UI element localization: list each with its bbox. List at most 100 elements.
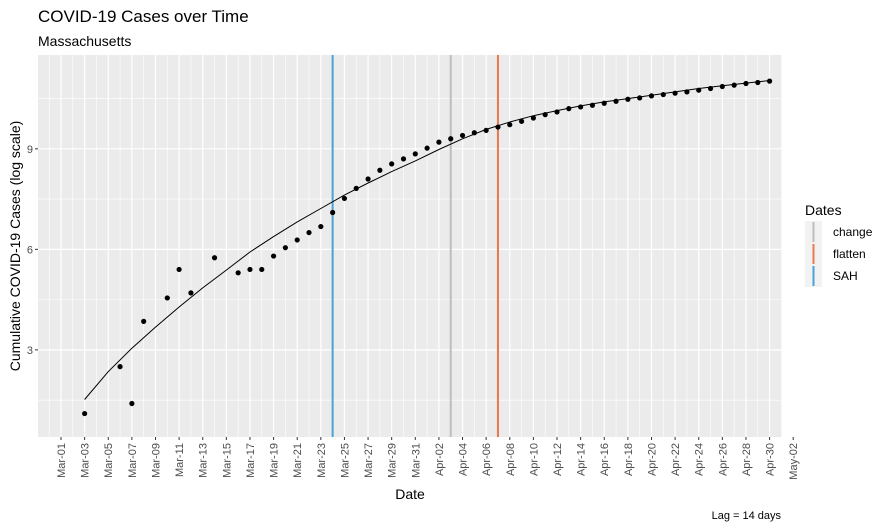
- data-point: [578, 104, 584, 110]
- x-tick-label: Apr-24: [694, 443, 706, 476]
- x-tick-label: Mar-11: [174, 443, 186, 477]
- y-axis: 3 6 9: [27, 144, 38, 357]
- data-point: [601, 100, 607, 106]
- x-tick-label: Mar-03: [80, 443, 92, 478]
- x-axis: Mar-01 Mar-03 Mar-05 Mar-07 Mar-09 Mar-11 Mar-…: [56, 437, 800, 480]
- data-point: [164, 295, 170, 301]
- x-tick-label: Apr-08: [505, 443, 517, 476]
- data-point: [530, 115, 536, 121]
- x-tick-label: Apr-04: [458, 443, 470, 476]
- data-point: [495, 124, 501, 130]
- x-tick-label: Mar-29: [387, 443, 399, 478]
- data-point: [282, 245, 288, 251]
- data-point: [341, 195, 348, 202]
- data-point: [235, 270, 241, 276]
- x-tick-label: Apr-18: [623, 443, 635, 476]
- data-point: [330, 209, 336, 216]
- x-tick-label: Mar-15: [221, 443, 233, 478]
- x-tick-label: Apr-28: [741, 443, 753, 476]
- data-point: [377, 167, 383, 173]
- data-point: [566, 106, 572, 112]
- chart-subtitle: Massachusetts: [38, 33, 131, 49]
- x-tick-label: Apr-20: [646, 443, 658, 476]
- data-point: [507, 122, 513, 128]
- data-point: [176, 266, 182, 273]
- data-point: [412, 151, 418, 157]
- data-point: [259, 266, 265, 273]
- data-point: [755, 79, 761, 86]
- data-point: [436, 139, 442, 145]
- data-point: [707, 85, 714, 92]
- data-point: [318, 223, 324, 230]
- fit-line: [84, 80, 770, 400]
- data-point: [483, 127, 489, 133]
- x-tick-label: Mar-27: [363, 443, 375, 478]
- data-point: [141, 318, 147, 324]
- data-point: [766, 78, 773, 84]
- data-point: [247, 266, 253, 273]
- data-point: [400, 156, 407, 162]
- y-tick-label: 6: [27, 244, 33, 256]
- x-tick-label: Mar-21: [292, 443, 304, 478]
- data-point: [459, 132, 466, 139]
- data-point: [637, 95, 643, 101]
- chart-title: COVID-19 Cases over Time: [38, 7, 249, 26]
- data-point: [660, 91, 666, 98]
- data-point: [613, 98, 619, 104]
- x-tick-label: Apr-16: [599, 443, 611, 476]
- reference-lines: [331, 55, 499, 437]
- data-point: [554, 109, 560, 115]
- x-tick-label: Mar-17: [245, 443, 257, 478]
- data-point: [518, 118, 525, 124]
- legend-label-change: change: [833, 225, 873, 239]
- data-points: [82, 78, 773, 417]
- data-point: [82, 410, 88, 417]
- y-tick-label: 3: [27, 345, 33, 357]
- legend: Dates change flatten SAH: [805, 202, 873, 287]
- data-point: [589, 102, 596, 108]
- legend-title: Dates: [805, 202, 842, 218]
- data-point: [696, 87, 702, 93]
- x-tick-label: Mar-07: [127, 443, 139, 478]
- x-tick-label: Apr-06: [481, 443, 493, 476]
- data-point: [270, 253, 277, 259]
- data-point: [448, 136, 454, 142]
- x-tick-label: Mar-23: [316, 443, 328, 478]
- data-point: [294, 237, 300, 243]
- x-tick-label: Apr-02: [434, 443, 446, 476]
- data-point: [211, 255, 218, 261]
- data-point: [625, 96, 631, 102]
- x-tick-label: Apr-22: [670, 443, 682, 476]
- y-axis-title: Cumulative COVID-19 Cases (log scale): [7, 121, 23, 372]
- data-point: [188, 290, 194, 296]
- x-tick-label: Mar-19: [269, 443, 281, 478]
- data-point: [743, 80, 749, 87]
- plot-panel: [38, 55, 782, 437]
- x-tick-label: Apr-26: [717, 443, 729, 476]
- x-tick-label: Mar-09: [150, 443, 162, 478]
- x-tick-label: Apr-30: [765, 443, 777, 476]
- data-point: [129, 400, 135, 407]
- data-point: [471, 130, 477, 136]
- data-point: [684, 89, 690, 95]
- x-tick-label: Mar-25: [339, 443, 351, 478]
- fit-line-group: [84, 80, 770, 400]
- x-tick-label: Mar-01: [56, 443, 68, 478]
- data-point: [424, 145, 430, 151]
- data-point: [731, 82, 737, 88]
- data-point: [353, 185, 359, 191]
- x-tick-label: Apr-10: [528, 443, 540, 476]
- x-axis-title: Date: [395, 486, 425, 502]
- x-tick-label: Mar-31: [410, 443, 422, 478]
- legend-label-sah: SAH: [833, 269, 858, 283]
- x-tick-label: Apr-14: [576, 443, 588, 476]
- data-point: [648, 93, 655, 99]
- data-point: [542, 112, 548, 118]
- x-tick-label: Mar-05: [103, 443, 115, 478]
- grid-major: [38, 55, 794, 437]
- x-tick-label: May-02: [788, 443, 800, 480]
- data-point: [306, 229, 312, 236]
- data-point: [719, 83, 725, 90]
